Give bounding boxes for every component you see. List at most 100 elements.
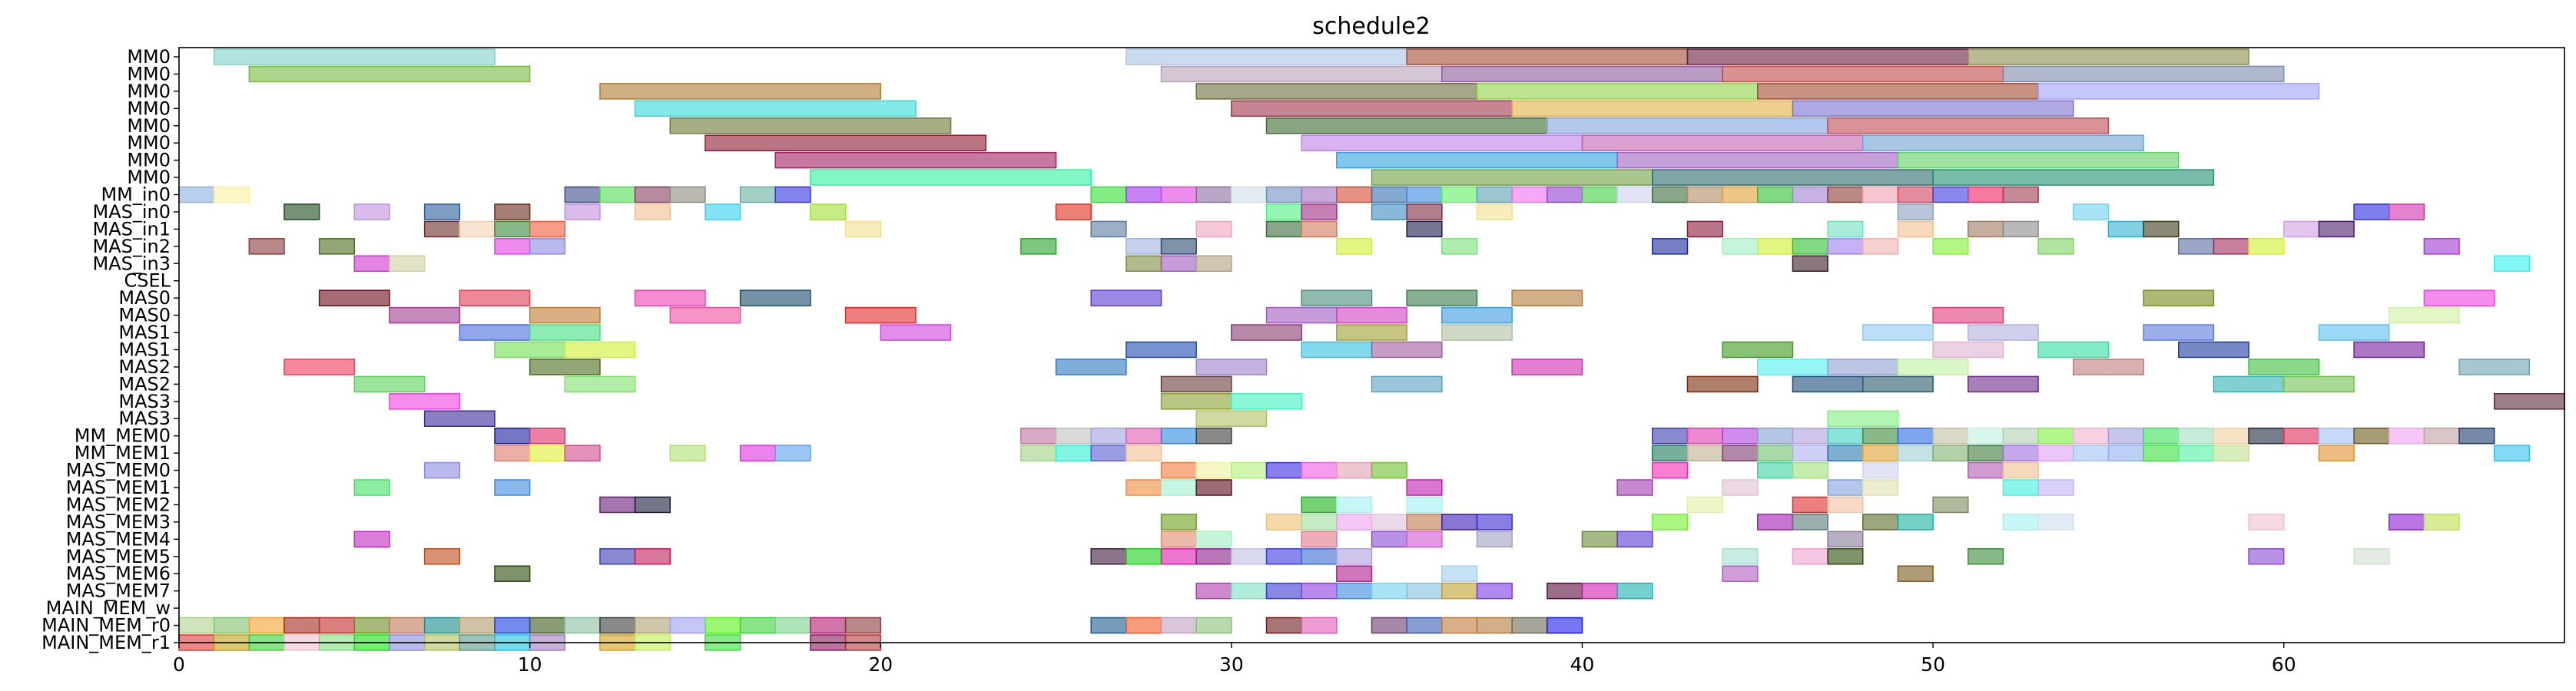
gantt-bar [634,617,671,634]
gantt-bar [1126,617,1162,634]
y-tick-label: MAS_MEM5 [66,546,171,567]
gantt-bar [529,324,601,341]
gantt-bar [423,220,461,238]
plot-frame [178,47,2565,643]
gantt-bar [1827,479,1864,496]
gantt-bar [2072,445,2110,461]
gantt-bar [1792,445,1828,461]
gantt-bar [1160,461,1197,479]
gantt-bar [1090,548,1127,565]
gantt-bar [1968,548,2004,565]
gantt-bar [2388,306,2460,324]
gantt-bar [1336,514,1373,531]
gantt-bar [669,306,741,324]
gantt-bar [1686,445,1723,461]
gantt-bar [1336,461,1373,479]
gantt-bar [1195,255,1232,273]
gantt-bar [1862,479,1899,496]
gantt-bar [1792,496,1828,514]
gantt-bar [2423,427,2460,445]
gantt-bar [1301,134,1583,151]
gantt-bar [1932,306,2004,324]
gantt-bar [1265,548,1302,565]
gantt-bar [1231,548,1268,565]
gantt-bar [1968,48,2249,65]
gantt-bar [494,565,531,582]
gantt-bar [1160,238,1197,255]
gantt-bar [318,289,390,306]
gantt-bar [1547,617,1583,634]
gantt-bar [564,341,636,359]
gantt-bar [2107,445,2144,461]
gantt-bar [1511,289,1583,306]
gantt-bar [1406,48,1689,65]
gantt-bar [1792,100,2074,117]
gantt-bar [2072,359,2144,375]
gantt-bar [529,617,566,634]
gantt-bar [2143,289,2215,306]
gantt-bar [844,220,881,238]
gantt-bar [1722,65,2004,83]
gantt-bar [1160,65,1443,83]
gantt-bar [2037,427,2074,445]
gantt-bar [2388,203,2425,220]
y-tick-label: MAS_in3 [92,253,171,274]
gantt-bar [1406,479,1443,496]
gantt-bar [2248,548,2285,565]
gantt-bar [1160,186,1197,203]
y-tick-label: MAIN_MEM_r0 [41,615,171,636]
gantt-bar [1757,238,1794,255]
gantt-bar [1126,186,1162,203]
gantt-bar [353,617,390,634]
y-tick-label: MAS2 [118,356,171,378]
y-tick-label: MAS_in0 [92,201,171,223]
gantt-bar [283,617,320,634]
gantt-bar [423,203,461,220]
gantt-bar [2213,375,2285,393]
gantt-bar [705,203,741,220]
x-tick-label: 60 [2272,653,2296,676]
gantt-bar [1792,548,1828,565]
gantt-bar [1897,445,1934,461]
gantt-bar [1827,359,1899,375]
gantt-bar [1862,324,1934,341]
gantt-bar [1827,531,1864,548]
gantt-bar [1265,186,1302,203]
gantt-bar [2037,514,2074,531]
y-tick-label: MAS3 [118,391,171,412]
gantt-bar [1686,496,1723,514]
y-tick-label: MM0 [127,63,171,84]
gantt-bar [2248,514,2285,531]
gantt-bar [564,617,601,634]
gantt-bar [1827,410,1899,427]
gantt-bar [1722,479,1759,496]
gantt-bar [1932,427,1969,445]
gantt-bar [1195,83,1478,100]
gantt-bar [353,531,390,548]
gantt-bar [1792,461,1828,479]
gantt-bar [1441,306,1513,324]
gantt-bar [1160,375,1232,393]
gantt-bar [1581,134,1864,151]
gantt-bar [1616,151,1899,169]
gantt-bar [1301,514,1338,531]
gantt-bar [1616,531,1653,548]
gantt-bar [1406,203,1443,220]
gantt-bar [1968,461,2004,479]
x-tick-label: 0 [173,653,185,676]
gantt-bar [1231,324,1302,341]
gantt-bar [1652,169,1934,186]
gantt-bar [1686,375,1759,393]
gantt-bar [1231,582,1268,600]
gantt-bar [1757,83,2039,100]
y-tick-label: MAS0 [118,305,171,326]
gantt-bar [1757,359,1828,375]
y-tick-label: MAS3 [118,408,171,429]
gantt-bar [389,617,426,634]
gantt-bar [1581,531,1618,548]
gantt-bar [2002,461,2039,479]
y-tick-label: MM_in0 [101,184,171,206]
gantt-bar [1827,117,2110,134]
gantt-bar [1686,48,1969,65]
gantt-bar [810,617,847,634]
